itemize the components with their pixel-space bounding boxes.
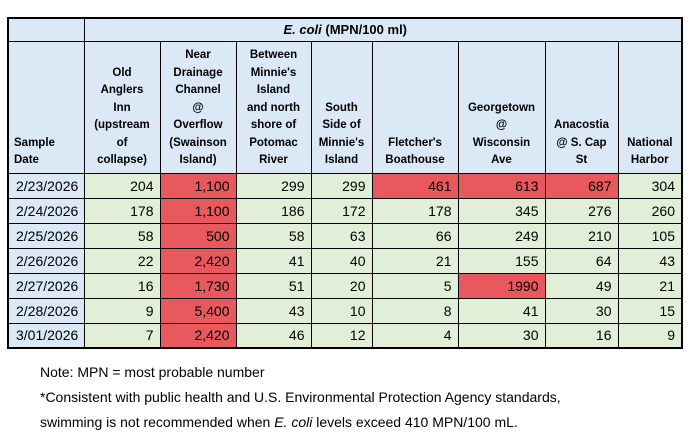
table-row: 2/25/2026 58 500 58 63 66 249 210 105 — [7, 222, 683, 249]
value-cell-exceeds-threshold: 613 — [457, 172, 546, 199]
notes: Note: MPN = most probable number *Consis… — [40, 360, 561, 435]
table-row: 2/23/2026 204 1,100 299 299 461 613 687 304 — [7, 172, 683, 199]
value-cell: 8 — [371, 297, 459, 324]
table-title-cell: E. coli (MPN/100 ml) — [83, 17, 683, 42]
table-row: 2/24/2026 178 1,100 186 172 178 345 276 260 — [7, 197, 683, 224]
date-cell: 3/01/2026 — [7, 322, 85, 349]
value-cell-exceeds-threshold: 1,100 — [159, 172, 237, 199]
column-header-georgetown-wisconsin-ave: Georgetown @ Wisconsin Ave — [457, 40, 546, 174]
value-cell: 41 — [235, 247, 312, 274]
value-cell: 260 — [617, 197, 683, 224]
value-cell: 105 — [617, 222, 683, 249]
column-header-row: Sample Date Old Anglers Inn (upstream of… — [7, 40, 683, 174]
value-cell: 63 — [310, 222, 373, 249]
value-cell: 15 — [617, 297, 683, 324]
column-header-south-side-minnies-island: South Side of Minnie's Island — [310, 40, 373, 174]
value-cell: 345 — [457, 197, 546, 224]
column-header-near-drainage-channel: Near Drainage Channel @ Overflow (Swains… — [159, 40, 237, 174]
note-line-3-post: levels exceed 410 MPN/100 mL. — [312, 414, 518, 430]
column-header-sample-date: Sample Date — [7, 40, 85, 174]
column-header-between-minnies-island: Between Minnie's Island and north shore … — [235, 40, 312, 174]
value-cell: 249 — [457, 222, 546, 249]
table-row: 2/28/2026 9 5,400 43 10 8 41 30 15 — [7, 297, 683, 324]
note-line-3: swimming is not recommended when E. coli… — [40, 410, 561, 435]
value-cell: 66 — [371, 222, 459, 249]
value-cell: 58 — [235, 222, 312, 249]
date-cell: 2/23/2026 — [7, 172, 85, 199]
value-cell: 4 — [371, 322, 459, 349]
value-cell: 30 — [457, 322, 546, 349]
value-cell: 10 — [310, 297, 373, 324]
value-cell-exceeds-threshold: 687 — [544, 172, 619, 199]
table-title-rest: (MPN/100 ml) — [321, 22, 408, 38]
value-cell: 21 — [371, 247, 459, 274]
value-cell: 9 — [83, 297, 161, 324]
table-row: 3/01/2026 7 2,420 46 12 4 30 16 9 — [7, 322, 683, 349]
date-cell: 2/27/2026 — [7, 272, 85, 299]
value-cell: 43 — [235, 297, 312, 324]
value-cell-exceeds-threshold: 461 — [371, 172, 459, 199]
value-cell-exceeds-threshold: 500 — [159, 222, 237, 249]
table-title-italic: E. coli — [283, 22, 322, 38]
note-line-1: Note: MPN = most probable number — [40, 364, 265, 380]
value-cell: 49 — [544, 272, 619, 299]
value-cell: 16 — [544, 322, 619, 349]
value-cell: 58 — [83, 222, 161, 249]
value-cell: 178 — [371, 197, 459, 224]
table-title: E. coli (MPN/100 ml) — [85, 19, 681, 40]
value-cell: 64 — [544, 247, 619, 274]
table-row: 2/26/2026 22 2,420 41 40 21 155 64 43 — [7, 247, 683, 274]
value-cell: 7 — [83, 322, 161, 349]
date-cell: 2/25/2026 — [7, 222, 85, 249]
value-cell-exceeds-threshold: 1,100 — [159, 197, 237, 224]
value-cell: 178 — [83, 197, 161, 224]
water-quality-table: E. coli (MPN/100 ml) Sample Date Old Ang… — [7, 17, 683, 349]
value-cell-exceeds-threshold: 2,420 — [159, 247, 237, 274]
value-cell-exceeds-threshold: 1,730 — [159, 272, 237, 299]
value-cell: 43 — [617, 247, 683, 274]
note-line-3-italic: E. coli — [274, 414, 313, 430]
note-line-2: *Consistent with public health and U.S. … — [40, 389, 561, 405]
title-row: E. coli (MPN/100 ml) — [7, 17, 683, 42]
value-cell: 155 — [457, 247, 546, 274]
table-row: 2/27/2026 16 1,730 51 20 5 1990 49 21 — [7, 272, 683, 299]
value-cell: 40 — [310, 247, 373, 274]
value-cell: 12 — [310, 322, 373, 349]
value-cell: 172 — [310, 197, 373, 224]
date-cell: 2/24/2026 — [7, 197, 85, 224]
value-cell: 22 — [83, 247, 161, 274]
column-header-national-harbor: National Harbor — [617, 40, 683, 174]
value-cell-exceeds-threshold: 5,400 — [159, 297, 237, 324]
value-cell: 276 — [544, 197, 619, 224]
date-cell: 2/26/2026 — [7, 247, 85, 274]
value-cell: 9 — [617, 322, 683, 349]
value-cell: 46 — [235, 322, 312, 349]
value-cell: 204 — [83, 172, 161, 199]
value-cell: 20 — [310, 272, 373, 299]
value-cell: 41 — [457, 297, 546, 324]
value-cell: 30 — [544, 297, 619, 324]
value-cell: 21 — [617, 272, 683, 299]
value-cell: 5 — [371, 272, 459, 299]
column-header-fletchers-boathouse: Fletcher's Boathouse — [371, 40, 459, 174]
value-cell: 51 — [235, 272, 312, 299]
value-cell: 210 — [544, 222, 619, 249]
value-cell: 16 — [83, 272, 161, 299]
value-cell: 299 — [235, 172, 312, 199]
date-cell: 2/28/2026 — [7, 297, 85, 324]
value-cell-exceeds-threshold: 1990 — [457, 272, 546, 299]
value-cell-exceeds-threshold: 2,420 — [159, 322, 237, 349]
corner-cell — [7, 17, 85, 42]
column-header-old-anglers-inn: Old Anglers Inn (upstream of collapse) — [83, 40, 161, 174]
column-header-anacostia-s-cap-st: Anacostia @ S. Cap St — [544, 40, 619, 174]
value-cell: 299 — [310, 172, 373, 199]
note-line-3-pre: swimming is not recommended when — [40, 414, 275, 430]
value-cell: 304 — [617, 172, 683, 199]
value-cell: 186 — [235, 197, 312, 224]
